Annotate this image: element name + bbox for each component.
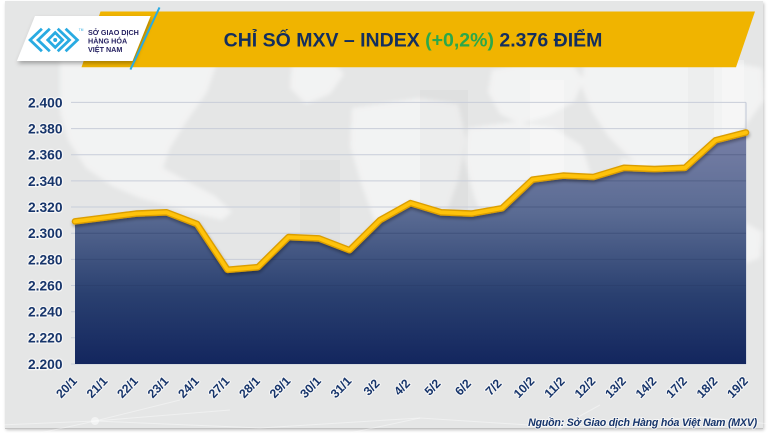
svg-text:23/1: 23/1 [145, 374, 172, 401]
svg-text:SỞ GIAO DỊCH: SỞ GIAO DỊCH [88, 28, 139, 37]
svg-text:2.380: 2.380 [28, 122, 63, 137]
svg-text:28/1: 28/1 [236, 374, 263, 401]
svg-text:2.280: 2.280 [28, 252, 63, 267]
svg-text:CHỈ SỐ MXV – INDEX (+0,2%) 2.3: CHỈ SỐ MXV – INDEX (+0,2%) 2.376 ĐIỂM [224, 28, 603, 52]
svg-text:3/2: 3/2 [361, 376, 383, 398]
svg-text:20/1: 20/1 [53, 374, 80, 401]
svg-text:VIỆT NAM: VIỆT NAM [88, 45, 122, 54]
svg-text:14/2: 14/2 [633, 374, 660, 401]
svg-text:18/2: 18/2 [694, 374, 721, 401]
svg-text:2.360: 2.360 [28, 148, 63, 163]
svg-text:10/2: 10/2 [511, 374, 538, 401]
svg-text:2.240: 2.240 [28, 305, 63, 320]
svg-text:22/1: 22/1 [114, 374, 141, 401]
svg-text:17/2: 17/2 [663, 374, 690, 401]
svg-text:11/2: 11/2 [542, 374, 568, 400]
svg-text:2.260: 2.260 [28, 278, 63, 293]
svg-text:24/1: 24/1 [175, 374, 202, 401]
svg-text:27/1: 27/1 [206, 374, 233, 401]
svg-text:2.220: 2.220 [28, 331, 63, 346]
svg-text:13/2: 13/2 [602, 374, 629, 401]
svg-text:5/2: 5/2 [422, 376, 444, 398]
svg-text:2.200: 2.200 [28, 357, 63, 372]
svg-text:4/2: 4/2 [391, 376, 413, 398]
svg-text:19/2: 19/2 [724, 374, 751, 401]
svg-text:30/1: 30/1 [297, 374, 324, 401]
svg-text:2.320: 2.320 [28, 200, 63, 215]
svg-text:HÀNG HÓA: HÀNG HÓA [88, 37, 127, 46]
svg-text:31/1: 31/1 [328, 374, 355, 401]
svg-text:TM: TM [79, 28, 84, 32]
svg-text:21/1: 21/1 [84, 374, 111, 401]
svg-text:2.300: 2.300 [28, 226, 63, 241]
svg-text:Nguồn: Sở Giao dịch Hàng hóa V: Nguồn: Sở Giao dịch Hàng hóa Việt Nam (M… [528, 417, 758, 429]
svg-text:12/2: 12/2 [572, 374, 599, 401]
svg-text:2.400: 2.400 [28, 95, 63, 110]
svg-text:29/1: 29/1 [267, 374, 294, 401]
svg-text:2.340: 2.340 [28, 174, 63, 189]
svg-text:7/2: 7/2 [483, 376, 505, 398]
svg-text:6/2: 6/2 [452, 376, 474, 398]
